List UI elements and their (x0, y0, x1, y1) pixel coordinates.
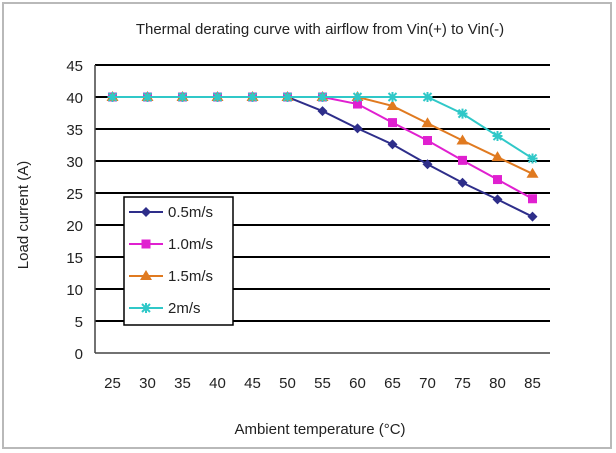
legend-marker (140, 270, 152, 280)
data-point (457, 177, 468, 188)
data-point (457, 108, 468, 119)
legend-box (123, 196, 234, 326)
x-tick-label: 80 (489, 375, 506, 392)
y-tick-label: 35 (66, 122, 83, 139)
data-point (142, 92, 153, 102)
data-point (422, 92, 433, 102)
x-tick-label: 85 (524, 375, 541, 392)
data-point (317, 92, 328, 102)
legend-marker (141, 207, 151, 217)
data-point (492, 194, 503, 205)
data-point (388, 118, 397, 128)
data-point (423, 136, 432, 146)
data-point (491, 151, 504, 162)
legend-label: 0.5m/s (168, 204, 213, 221)
data-point (456, 134, 469, 145)
x-tick-label: 50 (279, 375, 296, 392)
x-tick-label: 65 (384, 375, 401, 392)
x-tick-label: 40 (209, 375, 226, 392)
data-point (527, 211, 538, 222)
x-tick-label: 35 (174, 375, 191, 392)
data-point (177, 92, 188, 102)
data-point (527, 153, 538, 164)
y-tick-label: 40 (66, 90, 83, 107)
data-point (317, 106, 328, 117)
data-point (353, 99, 362, 109)
data-point (492, 131, 503, 142)
series-layer (106, 91, 539, 222)
x-tick-label: 45 (244, 375, 261, 392)
data-point (282, 92, 293, 102)
data-point (421, 117, 434, 128)
x-axis-label: Ambient temperature (°C) (234, 421, 405, 438)
data-point (493, 175, 502, 185)
x-tick-labels: 25 30 35 40 45 50 55 60 65 70 75 80 85 (104, 375, 541, 392)
data-point (387, 139, 398, 150)
data-point (352, 123, 363, 134)
legend-label: 1.5m/s (168, 268, 213, 285)
data-point (247, 92, 258, 102)
data-point (386, 99, 399, 110)
y-tick-label: 15 (66, 250, 83, 267)
x-tick-label: 25 (104, 375, 121, 392)
y-tick-label: 20 (66, 218, 83, 235)
data-point (526, 167, 539, 178)
axes (94, 65, 550, 354)
legend-label: 2m/s (168, 300, 201, 317)
x-tick-label: 70 (419, 375, 436, 392)
data-point (422, 159, 433, 170)
data-point (458, 155, 467, 165)
y-tick-label: 45 (66, 58, 83, 75)
data-point (528, 194, 537, 204)
y-tick-labels: 0 5 10 15 20 25 30 35 40 45 (66, 58, 83, 363)
y-tick-label: 30 (66, 154, 83, 171)
x-tick-label: 60 (349, 375, 366, 392)
x-tick-label: 30 (139, 375, 156, 392)
legend-label: 1.0m/s (168, 236, 213, 253)
series-3 (107, 92, 538, 164)
y-tick-label: 25 (66, 186, 83, 203)
y-tick-label: 10 (66, 282, 83, 299)
data-point (107, 92, 118, 102)
x-tick-label: 75 (454, 375, 471, 392)
legend-marker (141, 303, 151, 313)
x-tick-label: 55 (314, 375, 331, 392)
y-axis-label: Load current (A) (15, 161, 32, 269)
legend: 0.5m/s 1.0m/s 1.5m/s 2m/s (123, 196, 234, 326)
data-point (212, 92, 223, 102)
y-tick-label: 0 (75, 346, 83, 363)
chart-title: Thermal derating curve with airflow from… (136, 21, 504, 38)
y-tick-label: 5 (75, 314, 83, 331)
data-point (352, 92, 363, 102)
data-point (387, 92, 398, 102)
legend-marker (141, 239, 151, 249)
